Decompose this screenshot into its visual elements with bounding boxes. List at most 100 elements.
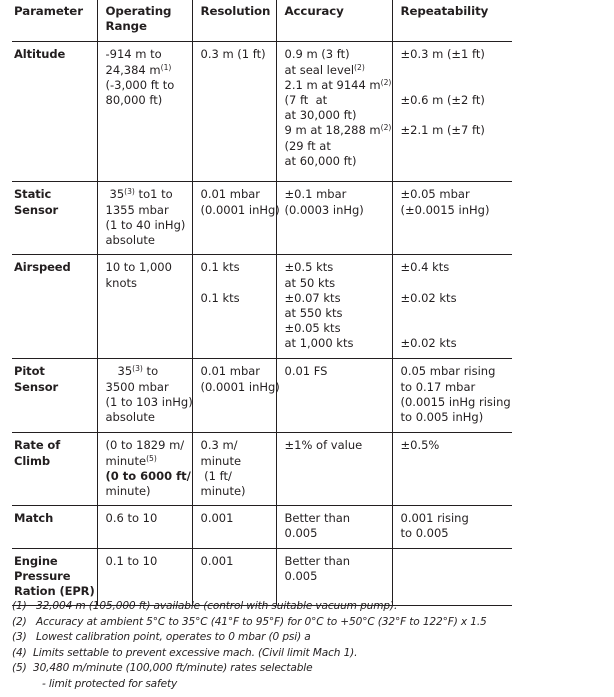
accuracy-line: (7 ft at [284, 93, 328, 108]
footnote-ref-5: (5) [146, 453, 157, 463]
accuracy-line: at 60,000 ft) [284, 153, 357, 168]
column-header-accuracy: Accuracy [276, 0, 393, 43]
repeatability-line: ±2.1 m (±7 ft) [400, 123, 485, 138]
parameter-label: Sensor [14, 202, 59, 217]
row-parameter-static-sensor: Static Sensor [12, 181, 98, 256]
accuracy-line: at 1,000 kts [284, 336, 354, 351]
resolution-line: 0.3 m (1 ft) [200, 47, 266, 62]
footnote-ref-3: (3) [124, 187, 135, 197]
resolution-line: 0.001 [200, 553, 234, 568]
column-header-repeatability: Repeatability [392, 0, 512, 43]
footnote-ref-1: (1) [160, 62, 172, 72]
accuracy-line: at 50 kts [284, 275, 336, 290]
specifications-table: Parameter Operating Range Resolution Acc… [12, 0, 512, 607]
repeatability-line: (0.0015 inHg rising [400, 394, 511, 409]
footnote-text: - limit protected for safety [42, 677, 178, 690]
footnote-item: (5) 30,480 m/minute (100,000 ft/minute) … [12, 661, 602, 677]
cell-resolution-rate-of-climb: 0.3 m/ minute (1 ft/ minute) [192, 432, 277, 507]
accuracy-line: at 30,000 ft) [284, 108, 357, 123]
table-row: Static Sensor 35(3) to1 to 1355 mbar (1 … [12, 181, 512, 256]
accuracy-line: Better than [284, 553, 351, 568]
resolution-line: 0.01 mbar [200, 364, 261, 379]
repeatability-line: ±0.05 mbar [400, 187, 470, 202]
table-header-row: Parameter Operating Range Resolution Acc… [12, 0, 512, 43]
repeatability-line: 0.001 rising [400, 511, 469, 526]
resolution-line: minute [200, 453, 242, 468]
resolution-line: 0.3 m/ [200, 438, 238, 453]
column-header-parameter: Parameter [12, 0, 98, 43]
range-line: (1 to 103 inHg) [105, 394, 193, 409]
repeatability-line: to 0.17 mbar [400, 379, 476, 394]
repeatability-line: ±0.02 kts [400, 336, 457, 351]
row-parameter-pitot-sensor: Pitot Sensor [12, 358, 98, 434]
resolution-line: (0.0001 inHg) [200, 202, 280, 217]
row-parameter-rate-of-climb: Rate of Climb [12, 432, 98, 507]
cell-operating-range-pitot-sensor: 35(3) to 3500 mbar (1 to 103 inHg) absol… [97, 358, 193, 434]
footnote-text: Limits settable to prevent excessive mac… [33, 646, 358, 659]
accuracy-line: 0.005 [284, 526, 318, 541]
cell-repeatability-pitot-sensor: 0.05 mbar rising to 0.17 mbar (0.0015 in… [392, 358, 512, 434]
table-row: Engine Pressure Ration (EPR) 0.1 to 10 0… [12, 548, 512, 607]
parameter-label: Static [14, 187, 52, 202]
range-line: minute) [105, 484, 151, 499]
column-header-resolution-label: Resolution [200, 4, 271, 18]
cell-repeatability-rate-of-climb: ±0.5% [392, 432, 512, 507]
footnote-item-continuation: - limit protected for safety [12, 677, 602, 693]
row-parameter-airspeed: Airspeed [12, 254, 98, 360]
footnote-marker: (1) [12, 600, 27, 612]
footnote-marker: (5) [12, 662, 27, 675]
range-line: 3500 mbar [105, 379, 169, 394]
parameter-label: Pitot [14, 364, 45, 379]
resolution-line: (0.0001 inHg) [200, 379, 280, 394]
resolution-line: 0.1 kts [200, 290, 240, 305]
cell-operating-range-static-sensor: 35(3) to1 to 1355 mbar (1 to 40 inHg) ab… [97, 181, 193, 256]
range-line: -914 m to [105, 47, 162, 62]
range-line-text: 35 [117, 364, 133, 379]
table-row: Altitude -914 m to 24,384 m(1) (-3,000 f… [12, 41, 512, 183]
range-line: 0.6 to 10 [105, 511, 158, 526]
footnote-text: Lowest calibration point, operates to 0 … [36, 631, 311, 644]
accuracy-line: ±0.07 kts [284, 290, 341, 305]
parameter-label: Airspeed [14, 260, 71, 275]
range-line: 80,000 ft) [105, 93, 163, 108]
cell-accuracy-pitot-sensor: 0.01 FS [276, 358, 393, 434]
cell-resolution-pitot-sensor: 0.01 mbar (0.0001 inHg) [192, 358, 280, 434]
cell-accuracy-match: Better than 0.005 [276, 505, 393, 549]
repeatability-line: ±0.3 m (±1 ft) [400, 47, 485, 62]
accuracy-line: at seal level(2) [285, 63, 392, 78]
row-parameter-engine-pressure-ration: Engine Pressure Ration (EPR) [12, 548, 98, 607]
repeatability-line: ±0.6 m (±2 ft) [400, 93, 485, 107]
cell-accuracy-airspeed: ±0.5 kts at 50 kts ±0.07 kts at 550 kts … [276, 254, 393, 360]
column-header-repeatability-label: Repeatability [400, 4, 489, 18]
accuracy-line: at 550 kts [284, 306, 343, 321]
cell-resolution-engine-pressure-ration: 0.001 [192, 548, 277, 607]
parameter-label: Engine [14, 553, 58, 568]
range-line-text: to [142, 364, 159, 379]
range-line: knots [105, 275, 138, 290]
accuracy-line: (29 ft at [284, 138, 331, 153]
accuracy-line: ±0.05 kts [284, 321, 341, 336]
footnote-item: (4) Limits settable to prevent excessive… [12, 646, 602, 662]
column-header-operating-range-line1: Operating [105, 4, 172, 18]
repeatability-line: to 0.005 [400, 526, 449, 541]
resolution-line: 0.01 mbar [200, 187, 261, 202]
footnote-ref-3: (3) [132, 364, 143, 374]
repeatability-line: ±0.4 kts [400, 260, 450, 275]
accuracy-line: 0.9 m (3 ft) [284, 47, 350, 62]
footnote-item: (2) Accuracy at ambient 5°C to 35°C (41°… [12, 615, 602, 631]
cell-operating-range-match: 0.6 to 10 [97, 505, 193, 549]
resolution-line: (1 ft/ [200, 468, 232, 483]
resolution-line: minute) [200, 484, 246, 499]
accuracy-line: ±0.1 mbar [284, 187, 347, 202]
accuracy-line: ±0.5 kts [284, 260, 334, 275]
footnote-text: Accuracy at ambient 5°C to 35°C (41°F to… [36, 615, 487, 628]
column-header-operating-range-line2: Range [105, 19, 147, 34]
footnote-marker: (3) [12, 631, 27, 644]
range-line: (0 to 1829 m/ [105, 438, 185, 453]
cell-resolution-static-sensor: 0.01 mbar (0.0001 inHg) [192, 181, 280, 256]
cell-accuracy-static-sensor: ±0.1 mbar (0.0003 inHg) [276, 181, 393, 256]
table-row: Airspeed 10 to 1,000 knots 0.1 kts 0.1 k… [12, 254, 512, 360]
cell-accuracy-rate-of-climb: ±1% of value [276, 432, 393, 507]
parameter-label: Sensor [14, 379, 59, 394]
